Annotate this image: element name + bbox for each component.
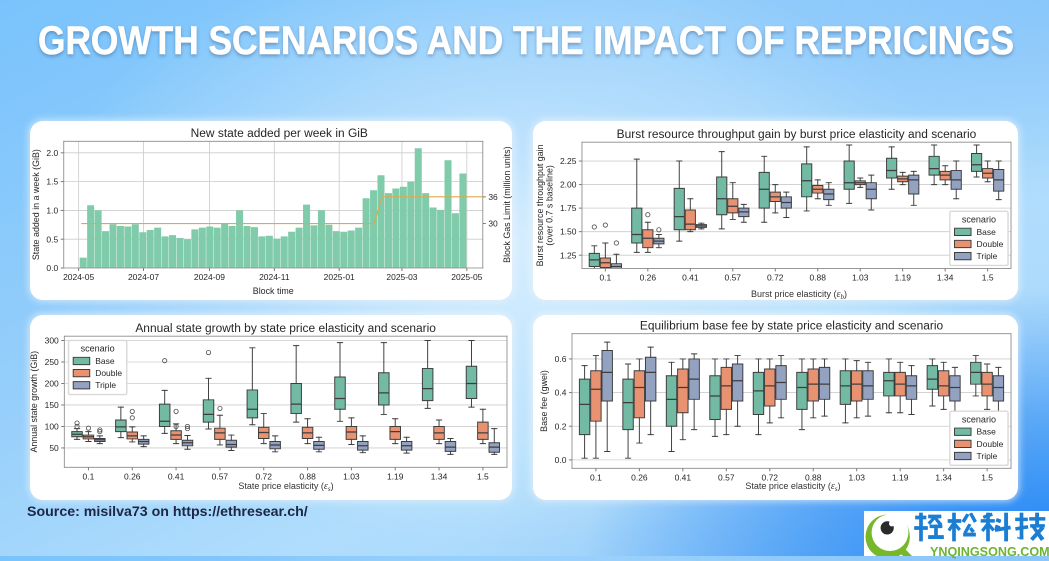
svg-text:2024-05: 2024-05 <box>63 272 94 282</box>
svg-text:1.34: 1.34 <box>937 273 954 283</box>
svg-text:1.19: 1.19 <box>387 472 404 482</box>
svg-text:300: 300 <box>45 336 59 346</box>
svg-text:2.25: 2.25 <box>560 156 577 166</box>
svg-text:2024-07: 2024-07 <box>128 272 159 282</box>
svg-text:100: 100 <box>45 422 59 432</box>
svg-text:1.0: 1.0 <box>46 205 58 215</box>
svg-text:1.5: 1.5 <box>477 472 489 482</box>
svg-text:Base: Base <box>95 356 115 366</box>
svg-text:2025-05: 2025-05 <box>451 272 482 282</box>
svg-text:State added in a week (GiB): State added in a week (GiB) <box>31 149 41 260</box>
svg-text:2024-11: 2024-11 <box>259 272 290 282</box>
svg-text:0.57: 0.57 <box>212 472 229 482</box>
svg-text:Base: Base <box>977 427 997 437</box>
svg-text:36: 36 <box>488 192 498 202</box>
svg-text:1.34: 1.34 <box>431 472 448 482</box>
svg-text:1.03: 1.03 <box>852 273 869 283</box>
svg-text:2.00: 2.00 <box>560 180 577 190</box>
svg-text:Equilibrium base fee by state: Equilibrium base fee by state price elas… <box>640 319 944 333</box>
svg-text:Double: Double <box>977 239 1004 249</box>
svg-text:Triple: Triple <box>977 451 998 461</box>
svg-text:Double: Double <box>977 439 1004 449</box>
svg-text:1.25: 1.25 <box>560 250 577 260</box>
svg-text:(over 0.7 s baseline): (over 0.7 s baseline) <box>545 165 555 245</box>
svg-text:50: 50 <box>49 443 59 453</box>
svg-text:0.0: 0.0 <box>46 263 58 273</box>
svg-text:Triple: Triple <box>977 251 998 261</box>
svg-text:Base: Base <box>977 227 997 237</box>
svg-text:0.0: 0.0 <box>555 455 567 465</box>
svg-text:0.41: 0.41 <box>682 273 699 283</box>
svg-text:Burst resource throughput gain: Burst resource throughput gain <box>535 144 545 266</box>
svg-text:scenario: scenario <box>962 214 996 224</box>
svg-text:0.1: 0.1 <box>83 472 95 482</box>
svg-text:2025-03: 2025-03 <box>386 272 417 282</box>
svg-text:Triple: Triple <box>95 380 116 390</box>
svg-text:0.57: 0.57 <box>725 273 742 283</box>
svg-text:0.26: 0.26 <box>640 273 657 283</box>
svg-text:0.88: 0.88 <box>809 273 826 283</box>
svg-text:2.0: 2.0 <box>46 148 58 158</box>
svg-text:0.26: 0.26 <box>631 473 648 483</box>
svg-text:0.72: 0.72 <box>255 472 272 482</box>
svg-text:Double: Double <box>95 368 122 378</box>
svg-text:New state added per week in Gi: New state added per week in GiB <box>191 126 368 140</box>
svg-text:0.26: 0.26 <box>124 472 141 482</box>
svg-text:0.72: 0.72 <box>767 273 784 283</box>
svg-text:Base fee (gwei): Base fee (gwei) <box>539 370 549 432</box>
svg-text:1.34: 1.34 <box>935 473 952 483</box>
svg-text:30: 30 <box>488 219 498 229</box>
svg-text:0.88: 0.88 <box>805 473 822 483</box>
svg-text:1.5: 1.5 <box>981 473 993 483</box>
svg-text:0.57: 0.57 <box>718 473 735 483</box>
svg-text:1.5: 1.5 <box>46 177 58 187</box>
svg-text:1.50: 1.50 <box>560 227 577 237</box>
svg-text:Burst resource throughput gain: Burst resource throughput gain by burst … <box>617 127 977 141</box>
svg-text:250: 250 <box>45 357 59 367</box>
svg-text:scenario: scenario <box>962 414 996 424</box>
svg-text:1.19: 1.19 <box>892 473 909 483</box>
svg-text:Block time: Block time <box>253 286 294 296</box>
svg-text:2025-01: 2025-01 <box>324 272 355 282</box>
svg-text:0.2: 0.2 <box>555 421 567 431</box>
svg-text:1.19: 1.19 <box>894 273 911 283</box>
svg-text:1.5: 1.5 <box>982 273 994 283</box>
svg-text:150: 150 <box>45 400 59 410</box>
svg-text:0.1: 0.1 <box>599 273 611 283</box>
svg-text:scenario: scenario <box>81 344 115 354</box>
svg-text:1.03: 1.03 <box>848 473 865 483</box>
svg-text:0.1: 0.1 <box>590 473 602 483</box>
svg-text:Annual state growth (GiB): Annual state growth (GiB) <box>30 351 39 453</box>
svg-text:0.5: 0.5 <box>46 234 58 244</box>
svg-text:0.88: 0.88 <box>299 472 316 482</box>
svg-text:0.6: 0.6 <box>555 354 567 364</box>
svg-text:Block Gas Limit (million units: Block Gas Limit (million units) <box>502 146 512 262</box>
svg-text:1.75: 1.75 <box>560 203 577 213</box>
svg-text:1.03: 1.03 <box>343 472 360 482</box>
svg-text:200: 200 <box>45 379 59 389</box>
svg-text:0.4: 0.4 <box>555 388 567 398</box>
svg-text:0.41: 0.41 <box>675 473 692 483</box>
svg-text:2024-09: 2024-09 <box>194 272 225 282</box>
svg-text:Annual state growth by state p: Annual state growth by state price elast… <box>135 321 436 335</box>
svg-text:0.41: 0.41 <box>168 472 185 482</box>
svg-text:0.72: 0.72 <box>762 473 779 483</box>
